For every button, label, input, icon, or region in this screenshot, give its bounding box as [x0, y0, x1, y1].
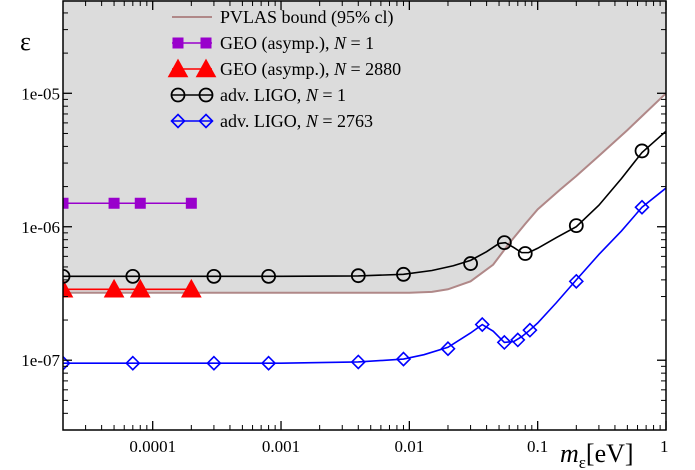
geo-n2880-point [103, 278, 125, 298]
legend-marker [172, 37, 184, 49]
ligo-n2763-point [395, 351, 412, 367]
ligo-n2763-line [63, 187, 666, 364]
y-axis-label: ε [20, 27, 31, 56]
legend-item-pvlas: PVLAS bound (95% cl) [172, 7, 394, 28]
legend-label-suffix: = 1 [318, 85, 346, 105]
axis-ticks: 0.0001 0.001 0.01 0.1 1 1e-07 1e-06 1e-05 [21, 1, 669, 456]
ligo-n2763-point [522, 322, 538, 338]
y-tick-label: 1e-05 [21, 84, 60, 103]
geo-n1-point [185, 197, 197, 209]
legend-label: adv. LIGO, N = 1 [220, 85, 346, 105]
legend-label: GEO (asymp.), N = 2880 [220, 59, 401, 80]
ligo-n2763-point [206, 355, 222, 371]
legend-marker [198, 87, 214, 103]
ligo-n1-point [634, 143, 650, 159]
ligo-n1-point [517, 246, 533, 261]
geo-n2880-point [180, 278, 202, 298]
plot-border [62, 0, 667, 431]
legend-item-geo-n1: GEO (asymp.), N = 1 [172, 33, 374, 54]
x-axis-label: mε[eV] [560, 439, 634, 470]
ligo-n1-line [63, 130, 666, 278]
geo-n1-point [108, 197, 120, 209]
legend-marker [167, 58, 189, 78]
ligo-n1-point [125, 268, 141, 284]
legend-marker [170, 87, 186, 103]
geo-n2880-point [63, 278, 74, 298]
x-tick-label: 0.001 [262, 437, 300, 456]
legend-marker [200, 37, 212, 49]
legend-item-ligo-n2763: adv. LIGO, N = 2763 [170, 111, 373, 131]
geo-n1-point [63, 197, 69, 209]
legend-label-suffix: = 2880 [346, 59, 401, 79]
ligo-n2763-point [63, 355, 71, 371]
pvlas-bound-line [63, 92, 666, 294]
legend-label-prefix: GEO (asymp.), [220, 33, 334, 54]
legend-label-prefix: adv. LIGO, [220, 111, 306, 131]
legend-marker [195, 58, 217, 78]
ligo-n1-point [63, 268, 71, 284]
ligo-n1-point [206, 268, 222, 284]
x-axis-label-unit: [eV] [586, 439, 634, 468]
legend-item-ligo-n1: adv. LIGO, N = 1 [170, 85, 346, 105]
legend-label-prefix: GEO (asymp.), [220, 59, 334, 80]
y-tick-label: 1e-07 [21, 351, 60, 370]
ligo-n1-point [463, 256, 478, 271]
ligo-n1-point [350, 268, 366, 284]
legend-label-variable: N [333, 59, 347, 79]
legend-marker [198, 113, 214, 129]
x-axis-label-main: m [560, 439, 579, 468]
x-tick-label: 1 [660, 437, 669, 456]
legend-label-variable: N [305, 111, 319, 131]
legend-label-prefix: adv. LIGO, [220, 85, 306, 105]
ligo-n2763-point [125, 355, 141, 371]
ligo-n1-point [261, 268, 276, 284]
legend-item-geo-n2880: GEO (asymp.), N = 2880 [167, 58, 401, 80]
y-tick-label: 1e-06 [21, 218, 60, 237]
ligo-n2763-point [350, 354, 366, 370]
ligo-n2763-point [474, 316, 490, 333]
legend-label-variable: N [333, 33, 347, 53]
x-tick-label: 0.01 [394, 437, 424, 456]
geo-n1-point [134, 197, 146, 209]
x-tick-label: 0.0001 [129, 437, 176, 456]
x-axis-label-subscript: ε [579, 453, 586, 470]
legend-label-suffix: = 2763 [318, 111, 373, 131]
ligo-n2763-point [440, 341, 456, 357]
plot-frame [62, 0, 667, 431]
legend-label: adv. LIGO, N = 2763 [220, 111, 373, 131]
ligo-n1-point [496, 235, 512, 251]
ligo-n2763-point [634, 199, 650, 215]
legend-marker [170, 113, 186, 129]
ligo-n1-point [568, 218, 584, 234]
legend-label: GEO (asymp.), N = 1 [220, 33, 374, 54]
ligo-n2763-point [510, 332, 526, 348]
ligo-n2763-point [568, 273, 584, 289]
ligo-n2763-point [260, 355, 277, 371]
x-tick-label: 0.1 [527, 437, 548, 456]
legend-label-suffix: = 1 [346, 33, 374, 53]
legend: PVLAS bound (95% cl)GEO (asymp.), N = 1G… [167, 7, 401, 131]
legend-label: PVLAS bound (95% cl) [220, 7, 394, 28]
ligo-n1-point [396, 266, 411, 282]
legend-label-variable: N [305, 85, 319, 105]
geo-n2880-point [129, 278, 151, 298]
ligo-n2763-point [496, 334, 512, 351]
